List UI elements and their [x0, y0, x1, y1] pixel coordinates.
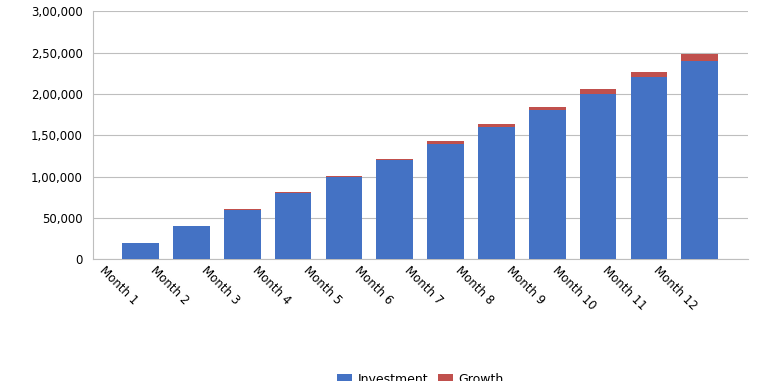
Bar — [580, 90, 616, 94]
Bar — [529, 107, 566, 110]
Bar — [478, 127, 515, 259]
Bar — [580, 94, 616, 259]
Bar — [173, 226, 210, 259]
Bar — [224, 210, 261, 259]
Bar — [682, 61, 718, 259]
Bar — [325, 176, 362, 259]
Bar — [376, 158, 413, 160]
Bar — [274, 193, 311, 259]
Bar — [123, 243, 159, 259]
Bar — [631, 72, 667, 77]
Bar — [631, 77, 667, 259]
Bar — [427, 141, 464, 144]
Bar — [529, 110, 566, 259]
Bar — [682, 54, 718, 61]
Bar — [376, 160, 413, 259]
Bar — [478, 124, 515, 127]
Bar — [427, 144, 464, 259]
Bar — [274, 192, 311, 193]
Legend: Investment, Growth: Investment, Growth — [334, 369, 507, 381]
